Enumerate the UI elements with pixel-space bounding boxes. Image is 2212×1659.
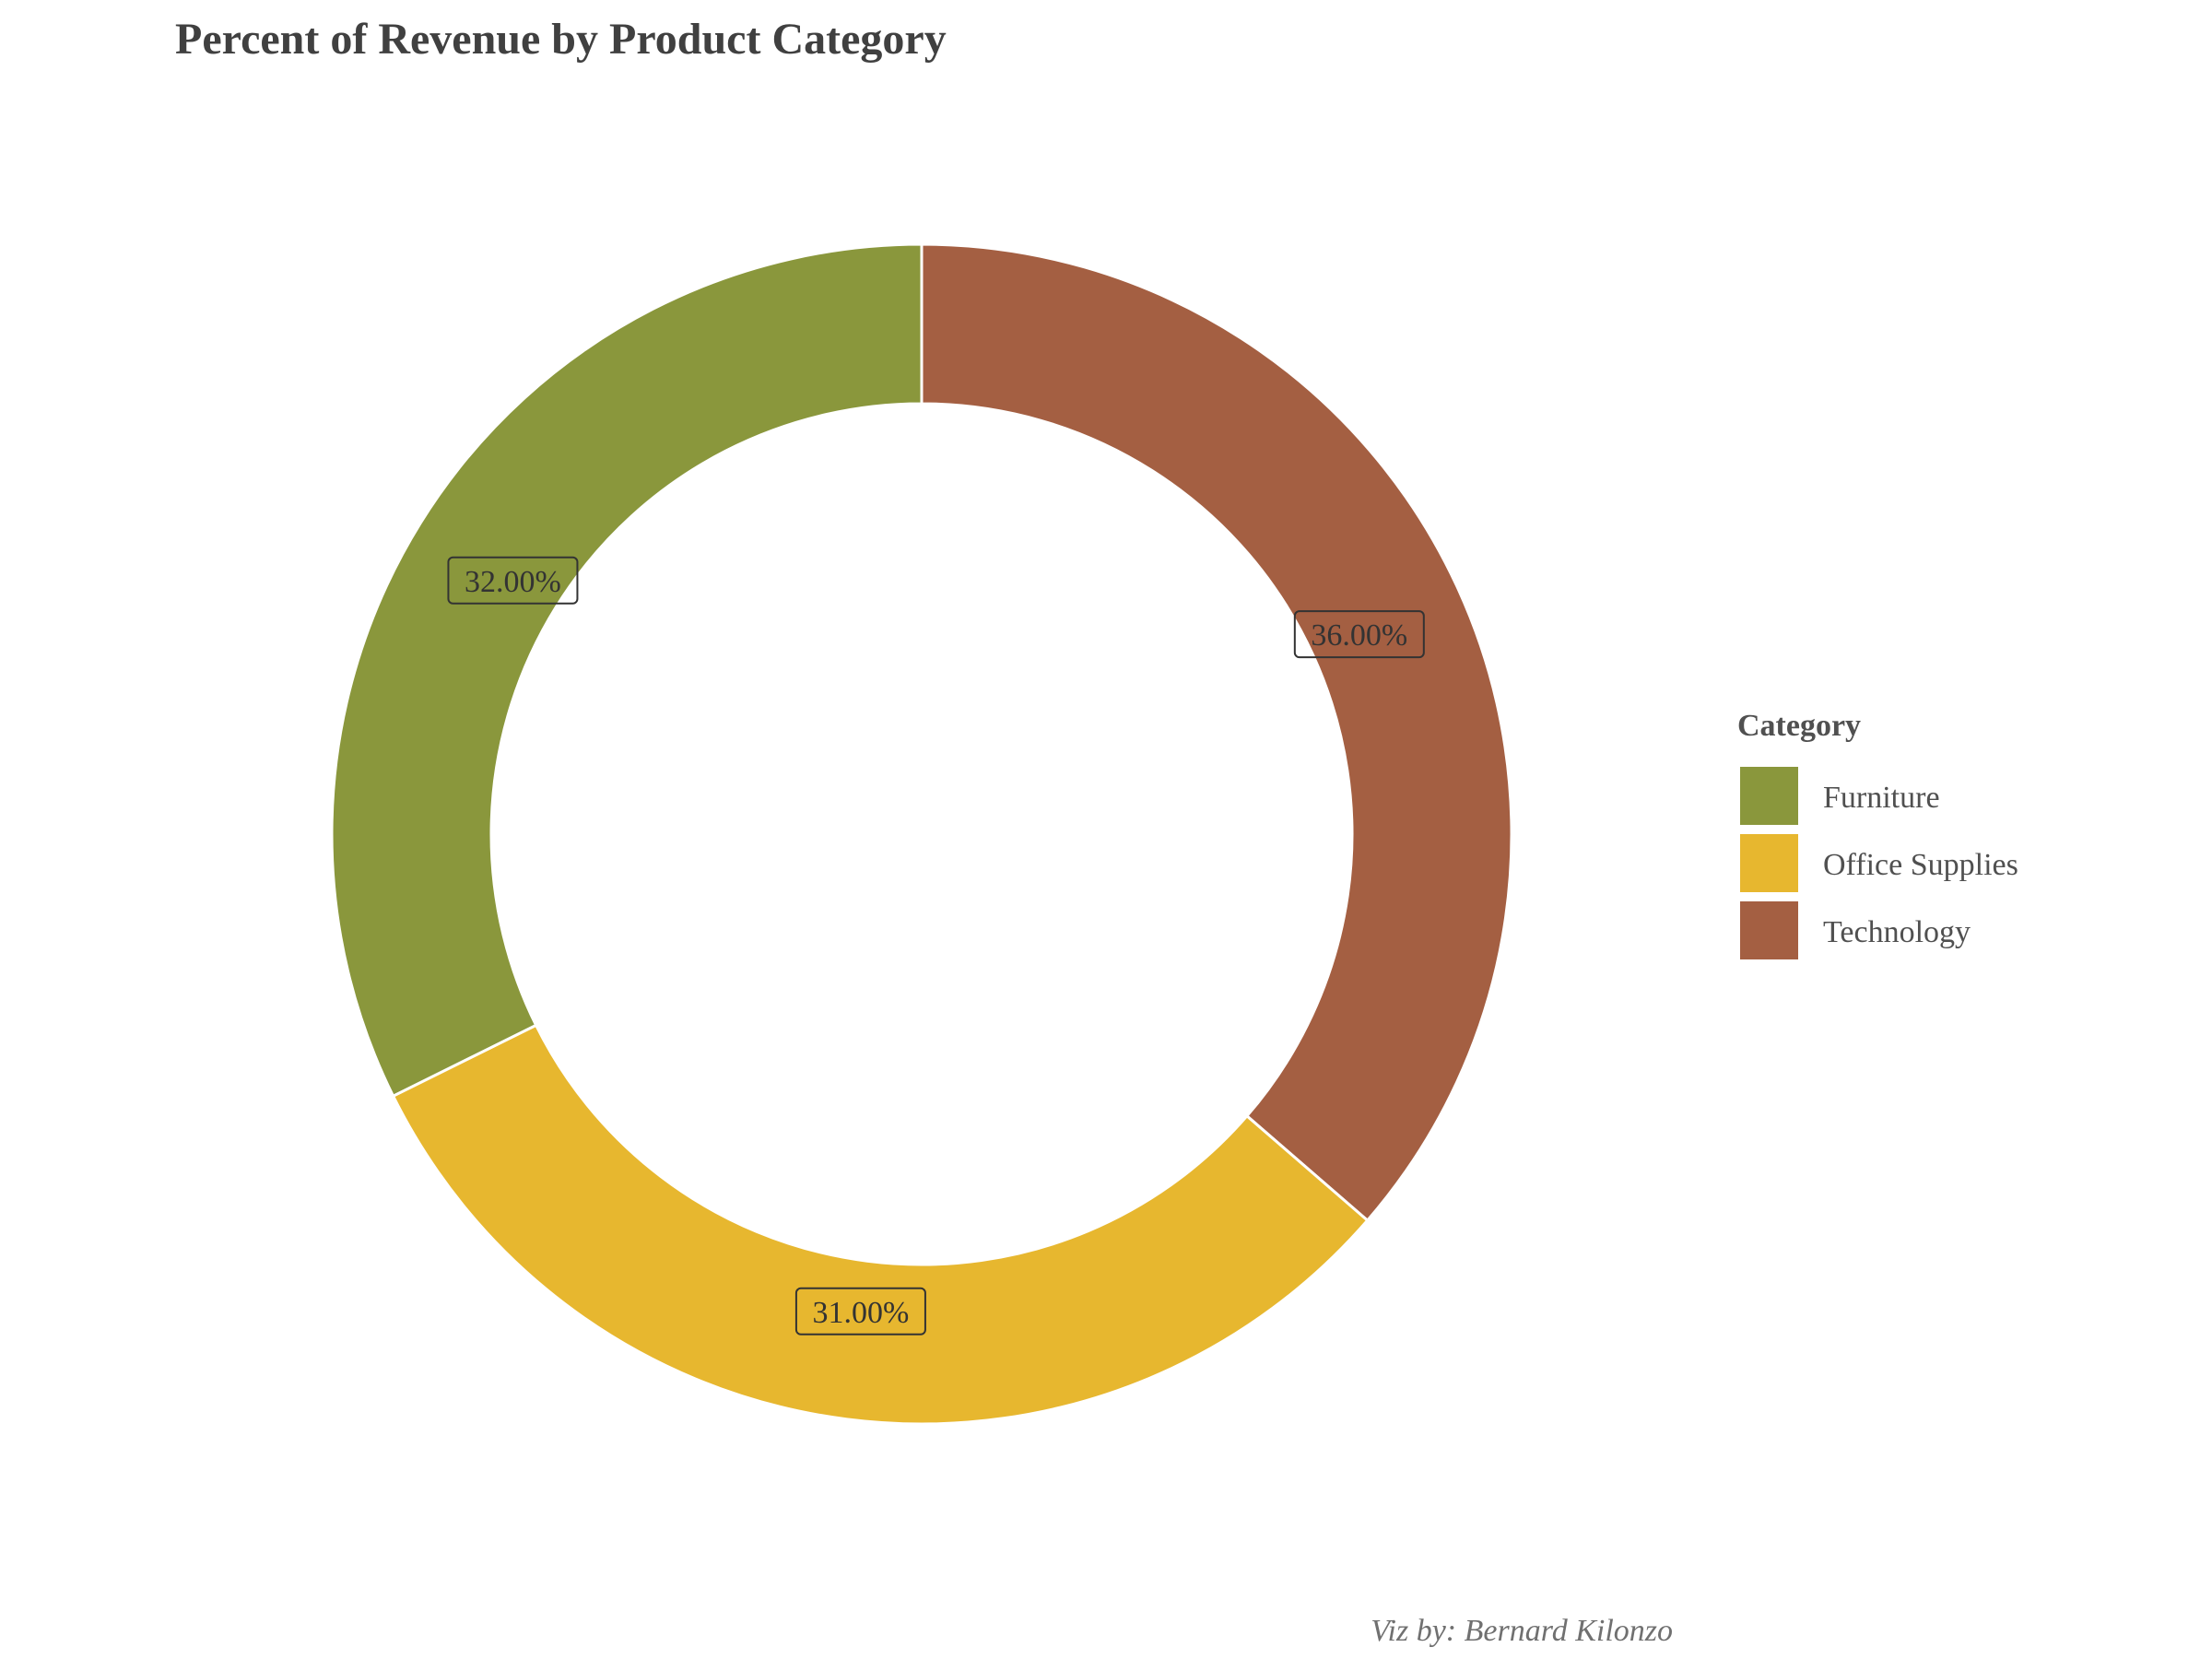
legend-swatch-office-supplies (1740, 834, 1798, 892)
data-label-box (447, 556, 579, 605)
data-labels: 36.00% 31.00% 32.00% (447, 556, 1425, 1335)
data-label-technology: 36.00% (1293, 610, 1425, 659)
legend-swatch-furniture (1740, 767, 1798, 825)
legend-label-office-supplies: Office Supplies (1823, 848, 2018, 882)
data-label-text: 31.00% (813, 1296, 910, 1330)
data-label-office-supplies: 31.00% (794, 1287, 926, 1335)
data-label-furniture: 32.00% (447, 556, 579, 605)
data-label-box (794, 1287, 926, 1335)
slice-office-supplies (391, 1023, 1370, 1426)
slice-technology (920, 242, 1513, 1223)
donut-slices (330, 242, 1513, 1426)
legend-label-technology: Technology (1823, 915, 1971, 949)
data-label-text: 36.00% (1311, 618, 1407, 653)
legend-label-furniture: Furniture (1823, 781, 1940, 815)
data-label-box (1293, 610, 1425, 659)
legend-swatch-technology (1740, 901, 1798, 959)
slice-furniture (330, 242, 924, 1099)
legend: Category Furniture Office Supplies Technol… (1737, 709, 2018, 959)
chart-caption: Viz by: Bernard Kilonzo (1371, 1614, 1673, 1648)
data-label-text: 32.00% (465, 565, 561, 599)
legend-title: Category (1737, 709, 1861, 743)
chart-title: Percent of Revenue by Product Category (175, 15, 947, 64)
